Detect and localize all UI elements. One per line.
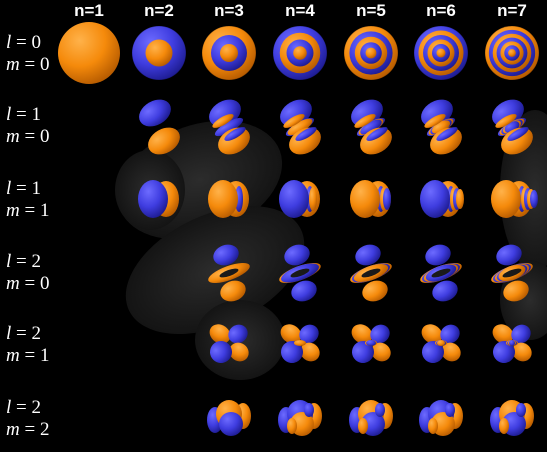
l-value: = 2 bbox=[11, 323, 41, 344]
orbital-s-n7 bbox=[484, 25, 540, 81]
orbital-d1-n6 bbox=[421, 324, 461, 363]
m-quantum-number: m = 0 bbox=[6, 273, 58, 295]
l-symbol: l bbox=[6, 397, 12, 418]
m-symbol: m bbox=[6, 419, 20, 440]
l-quantum-number: l = 1 bbox=[6, 104, 58, 126]
l-quantum-number: l = 2 bbox=[6, 397, 58, 419]
orbital-p1-n2 bbox=[138, 180, 179, 218]
l-value: = 2 bbox=[11, 397, 41, 418]
m-symbol: m bbox=[6, 200, 20, 221]
l-value: = 0 bbox=[11, 32, 41, 53]
orbital-s-n2 bbox=[131, 25, 187, 81]
l-symbol: l bbox=[6, 104, 12, 125]
l-value: = 2 bbox=[11, 251, 41, 272]
column-header-1: n=1 bbox=[74, 1, 104, 20]
orbital-p0-n2 bbox=[139, 99, 180, 155]
orbital-d2-n5 bbox=[349, 400, 393, 436]
orbital-d1-n5 bbox=[351, 324, 391, 363]
orbital-p0-n7 bbox=[492, 99, 533, 155]
orbital-p0-n4 bbox=[280, 99, 321, 155]
column-header-5: n=5 bbox=[356, 1, 386, 20]
column-header-2: n=2 bbox=[144, 1, 174, 20]
l-symbol: l bbox=[6, 251, 12, 272]
l-quantum-number: l = 2 bbox=[6, 323, 58, 345]
orbital-p0-n5 bbox=[351, 99, 392, 155]
orbital-p0-n3 bbox=[209, 99, 250, 155]
orbital-p1-n5 bbox=[350, 180, 391, 218]
orbital-d2-n7 bbox=[490, 400, 534, 436]
orbital-s-n6 bbox=[413, 25, 469, 81]
m-quantum-number: m = 0 bbox=[6, 54, 58, 76]
orbital-d1-n7 bbox=[492, 324, 532, 363]
l-quantum-number: l = 1 bbox=[6, 178, 58, 200]
m-value: = 0 bbox=[19, 126, 50, 147]
m-quantum-number: m = 0 bbox=[6, 126, 58, 148]
orbital-p1-n7 bbox=[491, 180, 538, 218]
orbital-d1-n4 bbox=[280, 324, 320, 363]
l-quantum-number: l = 0 bbox=[6, 32, 58, 54]
orbital-d0-n6 bbox=[420, 244, 462, 302]
column-header-6: n=6 bbox=[426, 1, 456, 20]
orbital-p1-n4 bbox=[279, 180, 320, 218]
m-symbol: m bbox=[6, 54, 20, 75]
m-symbol: m bbox=[6, 345, 20, 366]
l-symbol: l bbox=[6, 32, 12, 53]
l-symbol: l bbox=[6, 178, 12, 199]
l-value: = 1 bbox=[11, 104, 41, 125]
orbital-s-n5 bbox=[343, 25, 399, 81]
column-header-3: n=3 bbox=[214, 1, 244, 20]
orbital-p1-n6 bbox=[420, 180, 464, 218]
l-quantum-number: l = 2 bbox=[6, 251, 58, 273]
orbital-d2-n6 bbox=[419, 400, 463, 436]
orbital-s-n4 bbox=[272, 25, 328, 81]
m-symbol: m bbox=[6, 273, 20, 294]
m-value: = 0 bbox=[19, 54, 50, 75]
orbital-s-n1 bbox=[58, 22, 120, 84]
m-value: = 1 bbox=[19, 200, 50, 221]
m-quantum-number: m = 1 bbox=[6, 200, 58, 222]
m-symbol: m bbox=[6, 126, 20, 147]
orbital-d1-n3 bbox=[209, 324, 249, 363]
column-header-7: n=7 bbox=[497, 1, 527, 20]
m-quantum-number: m = 1 bbox=[6, 345, 58, 367]
orbital-d2-n4 bbox=[278, 400, 322, 436]
m-value: = 1 bbox=[19, 345, 50, 366]
l-value: = 1 bbox=[11, 178, 41, 199]
orbital-d2-n3 bbox=[207, 400, 251, 436]
m-quantum-number: m = 2 bbox=[6, 419, 58, 441]
orbital-d0-n5 bbox=[350, 244, 392, 302]
orbital-d0-n7 bbox=[491, 244, 533, 302]
orbital-p0-n6 bbox=[421, 99, 462, 155]
orbital-s-n3 bbox=[201, 25, 257, 81]
column-header-4: n=4 bbox=[285, 1, 315, 20]
orbital-d0-n3 bbox=[208, 244, 250, 302]
l-symbol: l bbox=[6, 323, 12, 344]
orbital-p1-n3 bbox=[208, 180, 249, 218]
m-value: = 2 bbox=[19, 419, 50, 440]
m-value: = 0 bbox=[19, 273, 50, 294]
orbital-d0-n4 bbox=[279, 244, 321, 302]
